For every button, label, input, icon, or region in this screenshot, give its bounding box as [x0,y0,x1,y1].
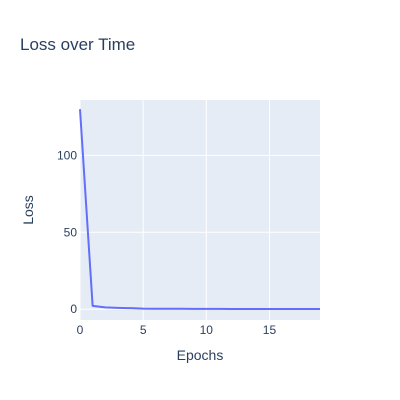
x-tick-label: 15 [263,323,277,337]
x-tick-label: 10 [200,323,214,337]
y-tick-label: 100 [57,148,77,162]
y-tick-label: 0 [70,302,77,316]
y-tick-labels: 0 50 100 [57,148,77,316]
y-axis-title: Loss [20,195,36,225]
loss-series-line [79,109,320,311]
plot-area [80,100,320,320]
x-tick-label: 5 [140,323,147,337]
x-tick-labels: 0 5 10 15 [77,323,277,337]
series-layer [79,109,320,311]
y-tick-label: 50 [64,225,78,239]
x-tick-label: 0 [77,323,84,337]
chart-title: Loss over Time [20,35,135,54]
x-axis-title: Epochs [177,347,224,363]
